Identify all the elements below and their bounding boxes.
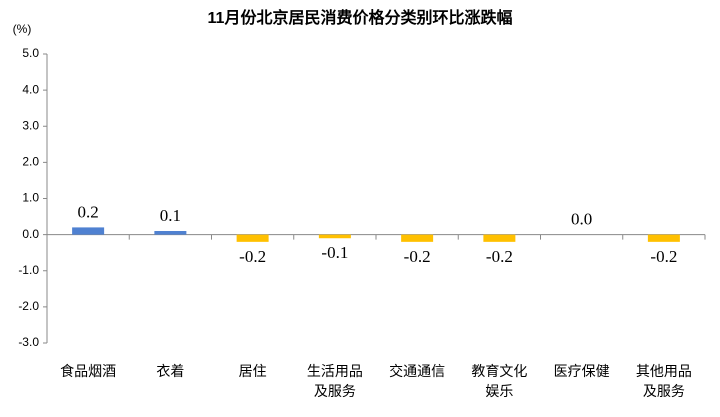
- x-tick-label: 居住: [238, 364, 267, 380]
- y-tick-label: 4.0: [22, 82, 39, 96]
- data-label: -0.2: [239, 247, 266, 266]
- bar: [647, 234, 680, 242]
- x-tick-label: 其他用品及服务: [635, 364, 692, 400]
- y-tick-label: 1.0: [22, 191, 39, 205]
- bar: [236, 234, 269, 242]
- data-label: 0.0: [571, 210, 592, 229]
- bar: [154, 231, 187, 235]
- x-tick-label: 医疗保健: [553, 364, 610, 380]
- data-label: -0.2: [650, 247, 677, 266]
- data-label: -0.2: [404, 247, 431, 266]
- bar: [318, 234, 351, 239]
- y-tick-label: 2.0: [22, 155, 39, 169]
- x-tick-label: 交通通信: [389, 364, 446, 380]
- y-tick-label: -2.0: [18, 299, 39, 313]
- x-tick-label: 衣着: [156, 364, 185, 380]
- y-tick-label: 0.0: [22, 227, 39, 241]
- y-tick-label: 5.0: [22, 46, 39, 60]
- y-tick-label: 3.0: [22, 118, 39, 132]
- y-tick-label: -1.0: [18, 263, 39, 277]
- bar: [401, 234, 434, 242]
- x-tick-label: 生活用品及服务: [306, 364, 363, 400]
- data-label: 0.2: [78, 202, 99, 221]
- x-tick-label: 食品烟酒: [60, 364, 117, 380]
- y-tick-label: -3.0: [18, 335, 39, 349]
- bar: [72, 227, 105, 235]
- data-label: -0.2: [486, 247, 513, 266]
- y-axis-label: (%): [13, 22, 32, 36]
- bar: [483, 234, 516, 242]
- data-label: -0.1: [321, 243, 348, 262]
- chart-title: 11月份北京居民消费价格分类别环比涨跌幅: [208, 8, 513, 27]
- x-tick-label: 教育文化娱乐: [471, 364, 528, 400]
- data-label: 0.1: [160, 206, 181, 225]
